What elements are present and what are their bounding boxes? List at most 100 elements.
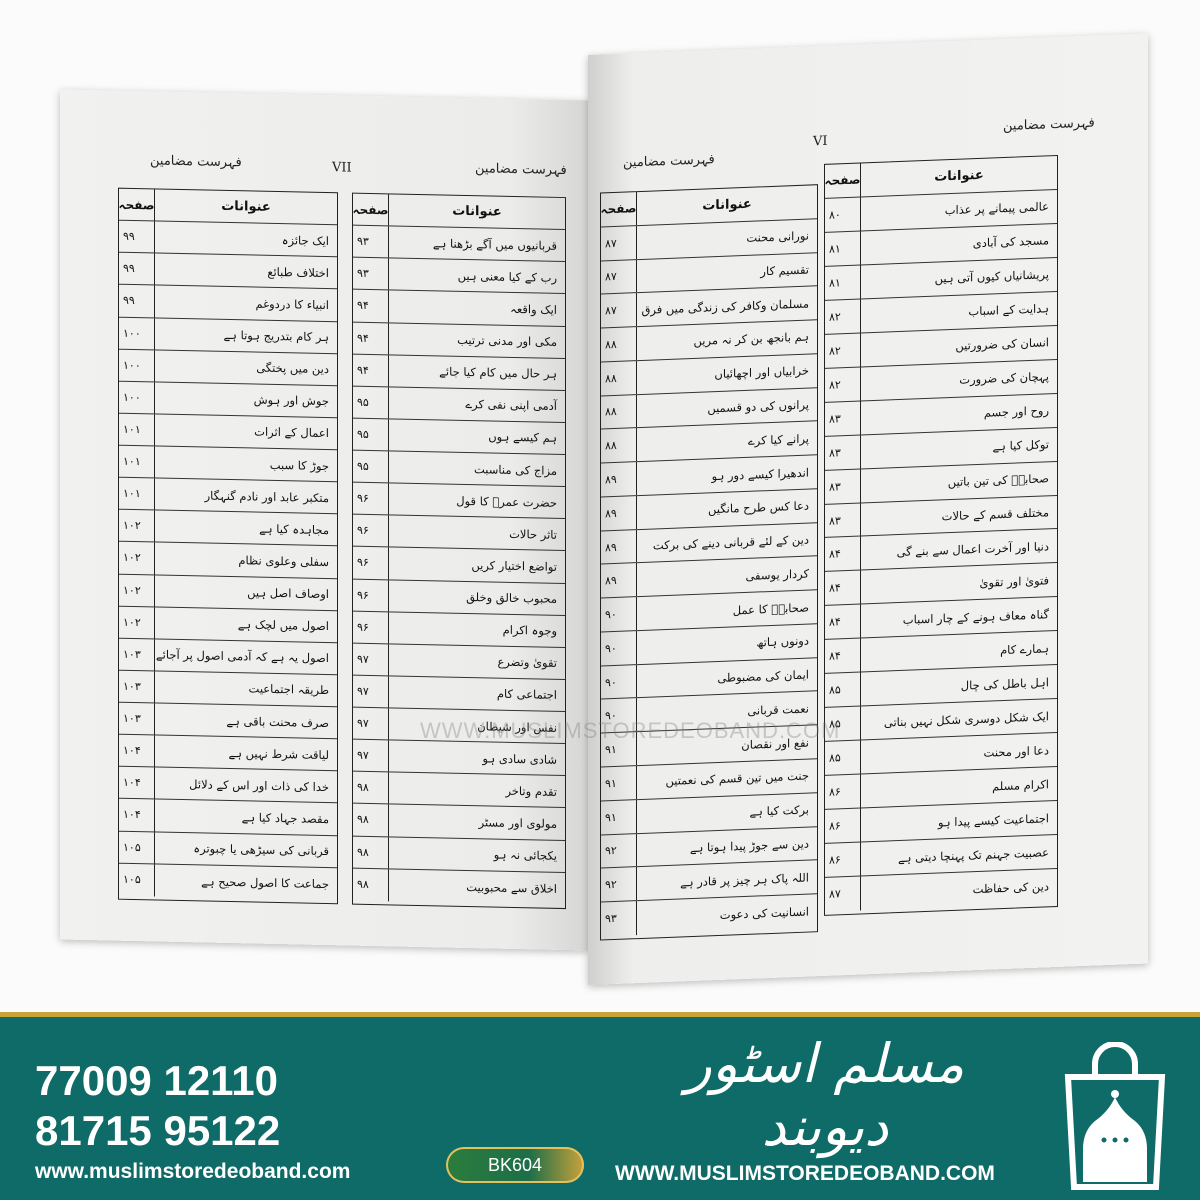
entry-title: اصول میں لچک ہے	[237, 617, 329, 634]
table-row: اصول یہ ہے کہ آدمی اصول پر آجائے ۱۰۳	[119, 638, 337, 676]
product-code-badge: BK604	[446, 1147, 584, 1183]
entry-page-number: ۸۸	[601, 428, 637, 463]
entry-title: اختلاف طبائع	[267, 264, 329, 280]
entry-page-number: ۹۹	[119, 252, 155, 285]
entry-title: تقسیم کار	[760, 262, 809, 279]
entry-title: جماعت کا اصول صحیح ہے	[201, 874, 329, 891]
phone-number-1[interactable]: 77009 12110	[35, 1057, 278, 1104]
entry-title: انبیاء کا دردوغم	[255, 296, 329, 313]
entry-title: قربانی کی سیڑھی یا چبوترہ	[193, 841, 329, 859]
entry-title: رب کے کیا معنی ہیں	[457, 268, 557, 285]
entry-page-number: ۹۹	[119, 220, 155, 253]
entry-title: اجتماعی کام	[496, 687, 557, 703]
entry-page-number: ۸۱	[825, 231, 861, 266]
entry-page-number: ۸۸	[601, 394, 637, 429]
entry-page-number: ۸۷	[825, 876, 861, 912]
entry-page-number: ۸۷	[601, 293, 637, 328]
table-row: تاثر حالات ۹۶	[353, 514, 565, 552]
entry-page-number: ۸۷	[601, 225, 637, 261]
entry-page-number: ۹۷	[353, 675, 389, 708]
table-row: لیاقت شرط نہیں ہے ۱۰۴	[119, 734, 337, 772]
phone-number-2[interactable]: 81715 95122	[35, 1107, 281, 1154]
entry-title: تواضع اختیار کریں	[471, 558, 557, 574]
table-row: ہر کام بتدریج ہوتا ہے ۱۰۰	[119, 317, 337, 354]
entry-title: جوش اور ہوش	[253, 392, 329, 409]
table-row: صرف محنت باقی ہے ۱۰۳	[119, 702, 337, 740]
table-row: اجتماعی کام ۹۷	[353, 675, 565, 713]
entry-title: خدا کی ذات اور اس کے دلائل	[189, 776, 329, 794]
entry-page-number: ۹۶	[353, 579, 389, 611]
entry-page-number: ۸۹	[601, 462, 637, 497]
entry-page-number: ۹۶	[353, 482, 389, 515]
entry-page-number: ۹۲	[601, 833, 637, 868]
column-header-page: صفحہ	[119, 188, 155, 221]
website-link[interactable]: www.muslimstoredeoband.com	[35, 1160, 351, 1183]
table-row: یکجائی نہ ہو ۹۸	[353, 836, 565, 873]
entry-page-number: ۱۰۴	[119, 734, 155, 767]
entry-title: ہم بانجھ بن کر نہ مریں	[693, 329, 809, 349]
entry-page-number: ۸۴	[825, 570, 861, 606]
entry-page-number: ۹۵	[353, 450, 389, 483]
table-row: وجوہ اکرام ۹۶	[353, 611, 565, 648]
entry-title: دین کی حفاظت	[972, 879, 1049, 897]
entry-page-number: ۹۰	[601, 631, 637, 666]
entry-title: ایک واقعہ	[510, 301, 557, 317]
entry-page-number: ۹۸	[353, 868, 389, 902]
entry-title: جوڑ کا سبب	[269, 457, 329, 473]
entry-page-number: ۸۴	[825, 638, 861, 674]
entry-title: دعا کس طرح مانگیں	[708, 498, 809, 517]
entry-page-number: ۹۳	[353, 225, 389, 258]
table-row: مجاہدہ کیا ہے ۱۰۲	[119, 509, 337, 547]
table-row: قربانیوں میں آگے بڑھنا ہے ۹۳	[353, 225, 565, 263]
entry-title: جنت میں تین قسم کی نعمتیں	[665, 768, 809, 789]
entry-page-number: ۸۱	[825, 265, 861, 300]
entry-title: تقدم وتاخر	[505, 783, 557, 799]
entry-page-number: ۹۳	[353, 257, 389, 290]
entry-title: وجوہ اکرام	[502, 622, 557, 639]
entry-page-number: ۹۷	[353, 707, 389, 740]
entry-title: مزاج کی مناسبت	[473, 461, 557, 478]
table-row: مولوی اور مسٹر ۹۸	[353, 803, 565, 841]
column-header-title: عنوانات	[702, 196, 752, 214]
table-row: قربانی کی سیڑھی یا چبوترہ ۱۰۵	[119, 831, 337, 868]
table-row: ہر حال میں کام کیا جائے ۹۴	[353, 354, 565, 391]
entry-page-number: ۸۲	[825, 367, 861, 402]
entry-title: مکی اور مدنی ترتیب	[457, 332, 557, 349]
entry-page-number: ۸۳	[825, 503, 861, 538]
website-link-upper[interactable]: WWW.MUSLIMSTOREDEOBAND.COM	[615, 1162, 995, 1185]
entry-page-number: ۹۴	[353, 354, 389, 387]
left-page-header-right: فہرست مضامین	[475, 161, 567, 179]
entry-page-number: ۹۷	[353, 739, 389, 772]
entry-page-number: ۹۶	[353, 611, 389, 644]
entry-page-number: ۹۴	[353, 322, 389, 354]
entry-title: لیاقت شرط نہیں ہے	[228, 745, 330, 762]
entry-page-number: ۱۰۴	[119, 766, 155, 799]
table-row: جماعت کا اصول صحیح ہے ۱۰۵	[119, 863, 337, 900]
entry-title: حضرت عمرؓ کا قول	[456, 493, 557, 510]
entry-page-number: ۸۹	[601, 563, 637, 598]
entry-page-number: ۸۸	[601, 360, 637, 396]
table-row: تواضع اختیار کریں ۹۶	[353, 546, 565, 584]
entry-page-number: ۱۰۳	[119, 702, 155, 735]
entry-title: دین سے جوڑ پیدا ہوتا ہے	[689, 836, 809, 856]
table-row: طریقہ اجتماعیت ۱۰۳	[119, 670, 337, 708]
table-row: اختلاف طبائع ۹۹	[119, 252, 337, 290]
entry-page-number: ۱۰۰	[119, 349, 155, 382]
entry-page-number: ۸۹	[601, 529, 637, 564]
entry-page-number: ۱۰۲	[119, 509, 155, 542]
column-header-title: عنوانات	[221, 198, 271, 215]
entry-page-number: ۱۰۱	[119, 445, 155, 478]
entry-page-number: ۱۰۰	[119, 317, 155, 350]
entry-page-number: ۹۱	[601, 799, 637, 835]
column-header-page: صفحہ	[353, 193, 389, 226]
entry-page-number: ۸۴	[825, 536, 861, 572]
entry-title: مولوی اور مسٹر	[478, 815, 557, 831]
table-row: تقویٰ وتضرع ۹۷	[353, 643, 565, 680]
entry-title: ایمان کی مضبوطی	[717, 667, 809, 686]
entry-title: دین میں پختگی	[256, 360, 329, 377]
entry-title: یکجائی نہ ہو	[493, 847, 557, 863]
entry-page-number: ۸۳	[825, 469, 861, 504]
table-row: اعمال کے اثرات ۱۰۱	[119, 413, 337, 451]
entry-title: دونوں ہاتھ	[756, 633, 809, 650]
table-row: خدا کی ذات اور اس کے دلائل ۱۰۴	[119, 766, 337, 804]
